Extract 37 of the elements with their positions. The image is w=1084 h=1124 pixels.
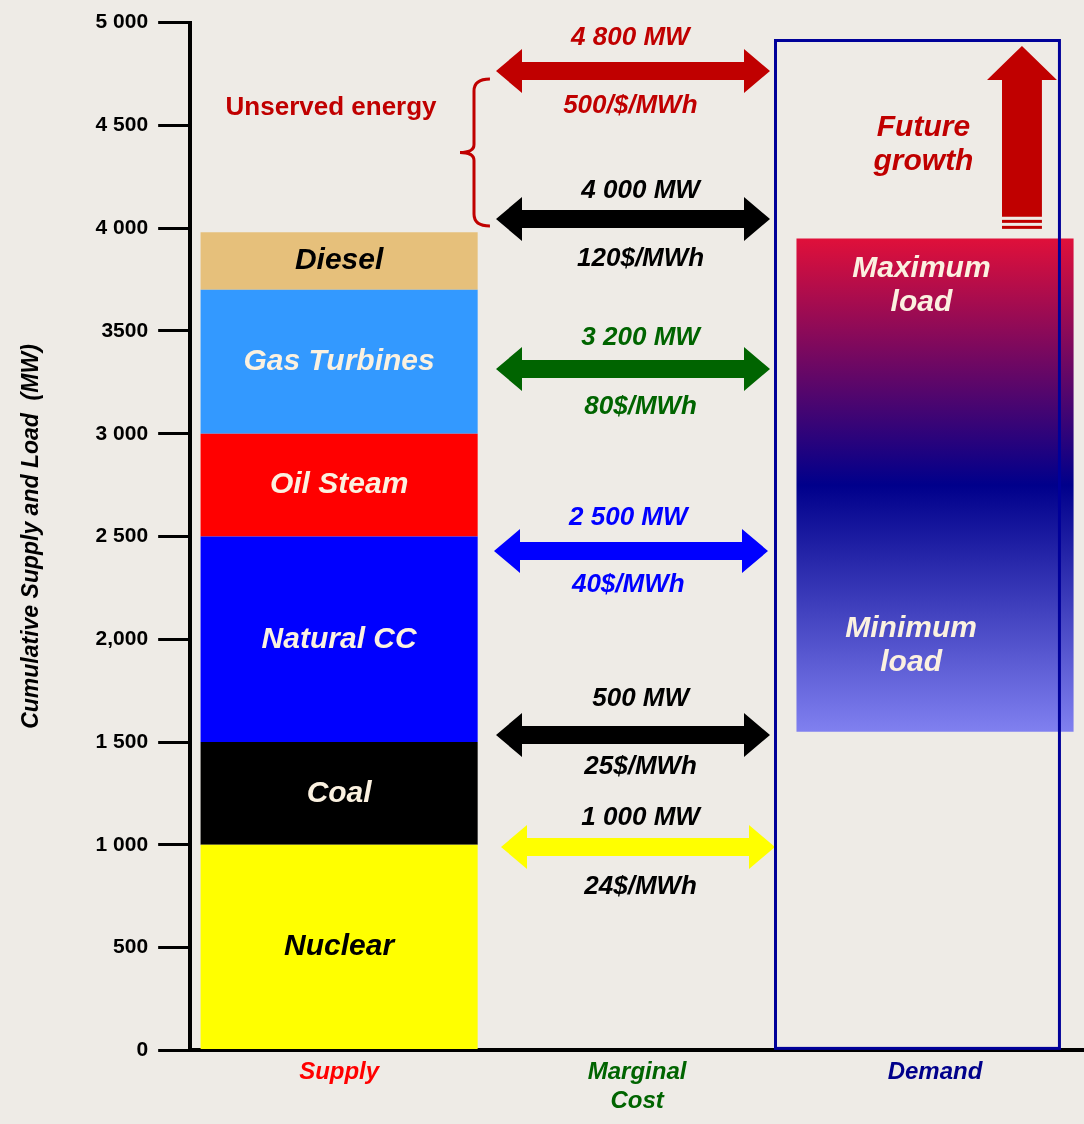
annotation: 500/$/MWh (563, 89, 698, 120)
series-label: Nuclear (284, 928, 397, 962)
series-label: Coal (306, 774, 373, 808)
y-tick-label: 1 000 (95, 831, 149, 855)
annotation: 80$/MWh (584, 390, 697, 421)
annotation: 4 000 MW (580, 173, 703, 204)
annotation: 24$/MWh (583, 869, 697, 900)
y-tick-label: 5 000 (95, 9, 149, 33)
series-label: Gas Turbines (243, 343, 435, 377)
annotation: Maximum load (852, 250, 991, 318)
annotation: 1 000 MW (581, 800, 703, 831)
x-tick-label: Supply (299, 1057, 381, 1085)
annotation: 3 200 MW (581, 320, 703, 351)
y-tick-label: 0 (136, 1037, 149, 1061)
annotation: Future growth (872, 109, 974, 177)
annotation: 120$/MWh (577, 242, 705, 273)
x-tick-label: Marginal Cost (587, 1057, 688, 1114)
annotation: 500 MW (592, 681, 692, 712)
y-tick-label: 3 000 (95, 420, 149, 444)
series-label: Oil Steam (269, 466, 409, 500)
x-tick-label: Demand (887, 1057, 984, 1085)
y-tick-label: 2 500 (95, 523, 149, 547)
y-tick-label: 500 (113, 934, 149, 958)
annotation: 2 500 MW (568, 500, 690, 531)
annotation: 40$/MWh (570, 568, 685, 599)
y-tick-label: 3500 (101, 317, 149, 341)
y-tick-label: 1 500 (95, 728, 149, 752)
annotation: 4 800 MW (570, 20, 693, 51)
y-tick-label: 2,000 (95, 626, 149, 650)
annotation: 25$/MWh (583, 750, 697, 781)
y-tick-label: 4 500 (95, 112, 149, 136)
series-label: Diesel (294, 242, 384, 276)
annotation: Minimum load (845, 610, 977, 678)
annotation: Unserved energy (225, 91, 438, 122)
y-axis-title: Cumulative Supply and Load (MW) (17, 344, 44, 729)
series-label: Natural CC (261, 620, 418, 654)
y-tick-label: 4 000 (95, 214, 149, 238)
